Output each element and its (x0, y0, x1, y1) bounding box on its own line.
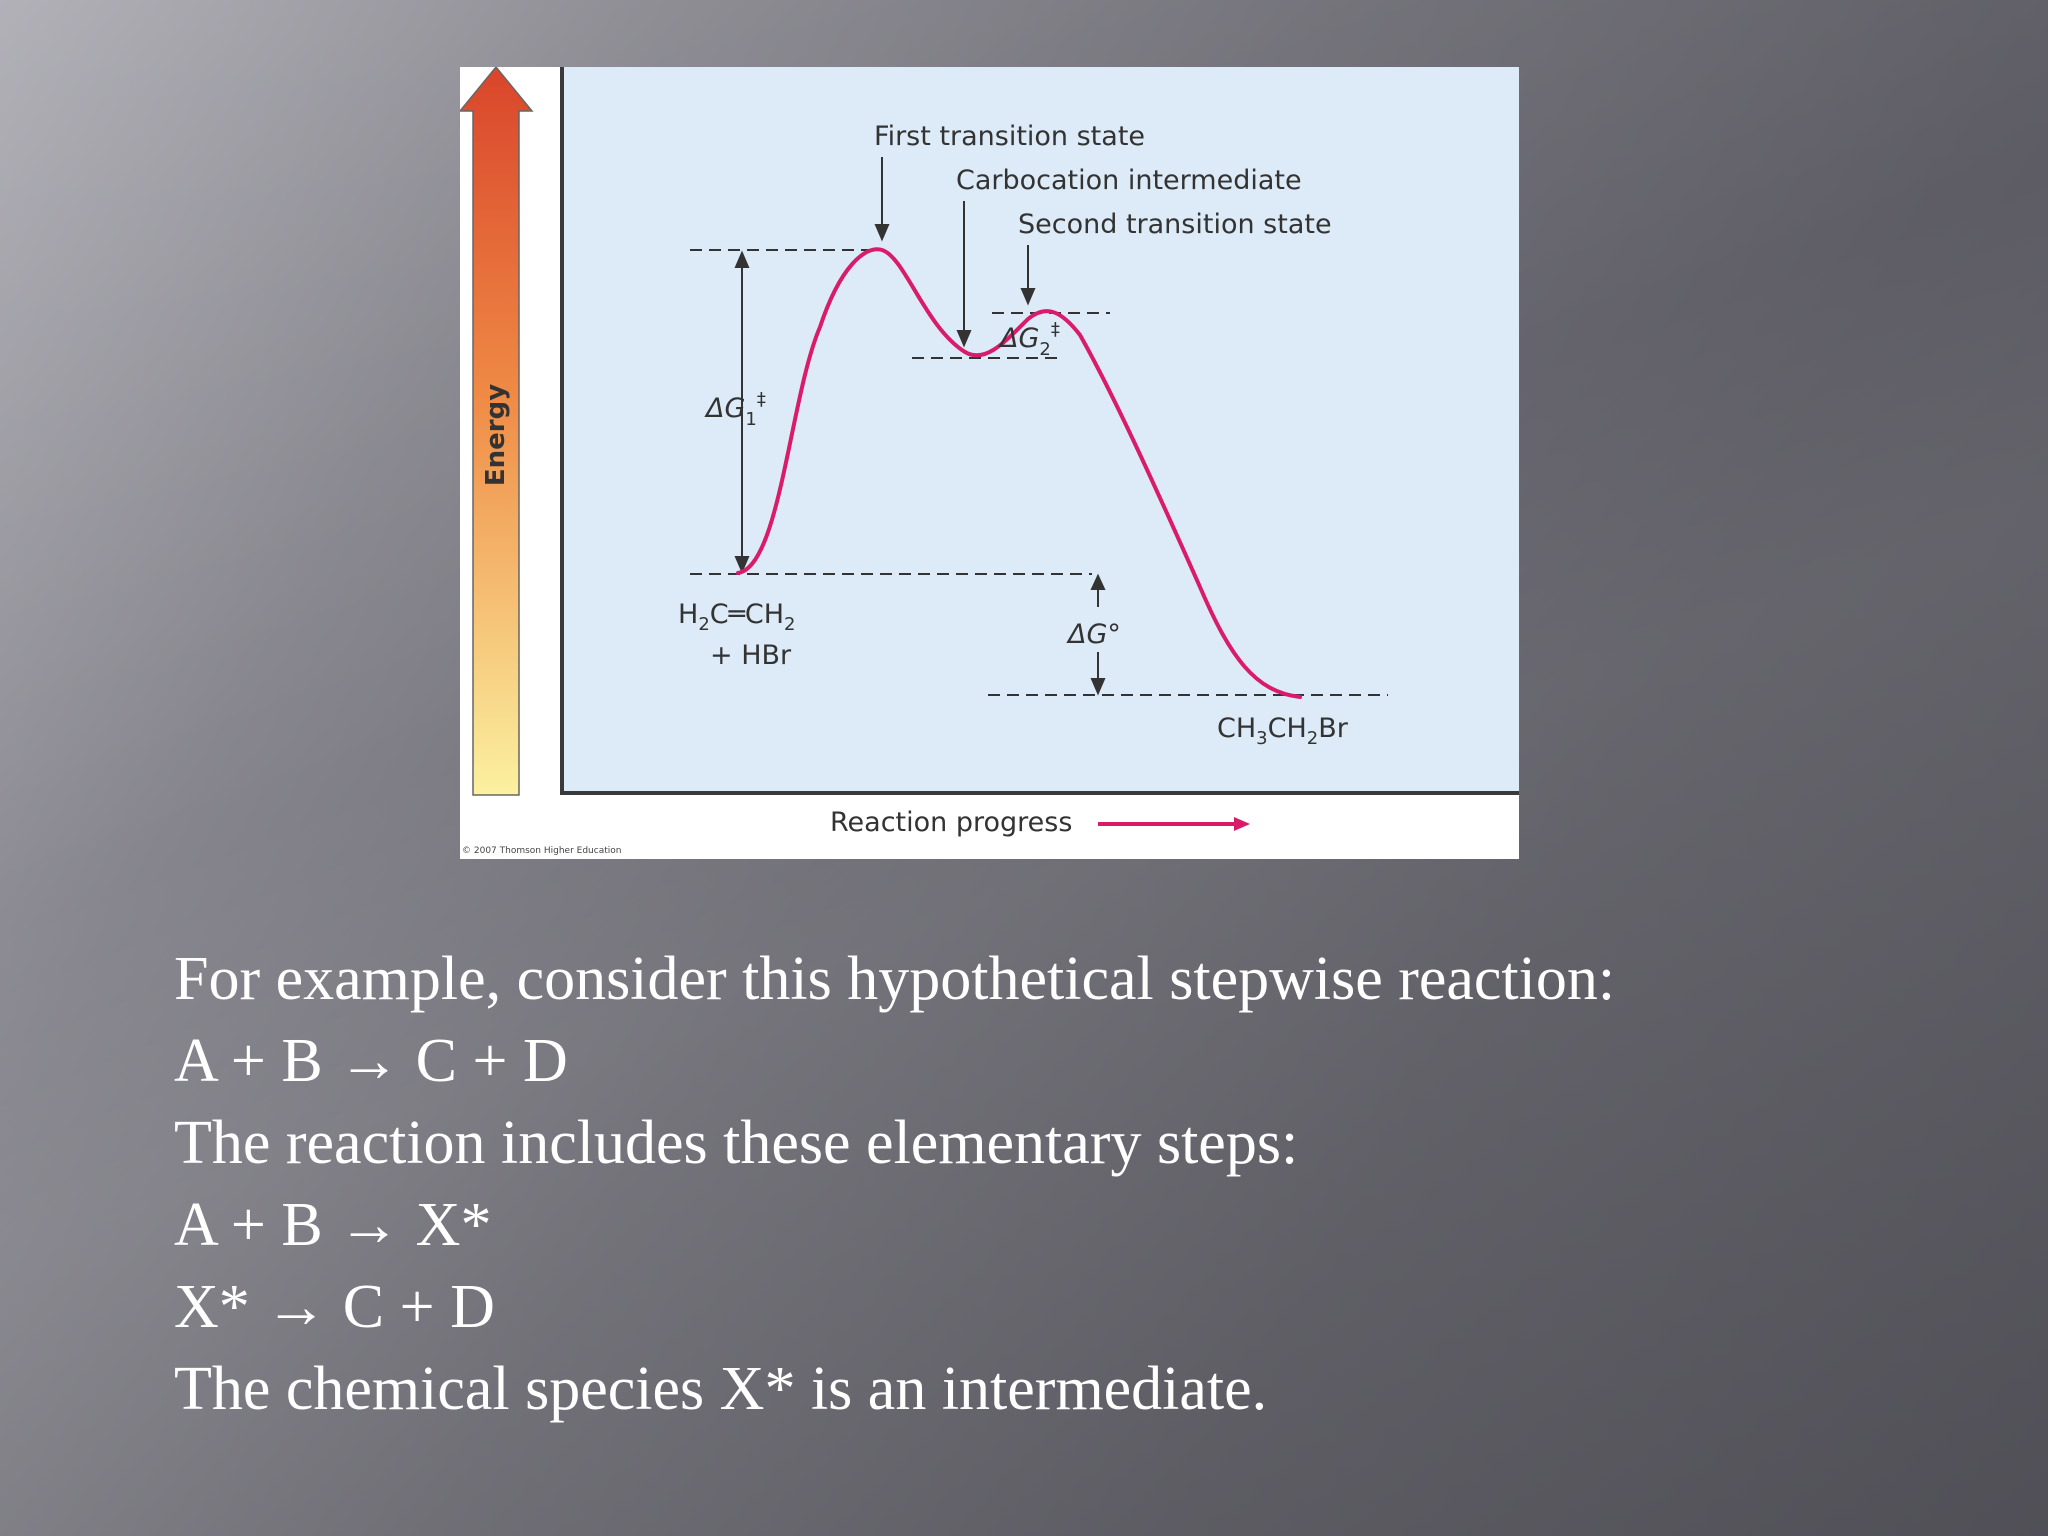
reactant-formula-line1: H2C═CH2 (678, 599, 795, 635)
dg1-arrow-head-up (734, 250, 750, 268)
dg1-label: ΔG1‡ (704, 389, 766, 430)
first-ts-label: First transition state (874, 121, 1145, 152)
energy-diagram-svg: Energy (460, 67, 1519, 856)
dg0-arrow-head-up (1090, 573, 1106, 590)
reaction-progress-arrow-head (1234, 817, 1250, 831)
second-ts-pointer-head (1020, 288, 1036, 306)
reactant-formula-line2: + HBr (710, 640, 792, 671)
carbocation-pointer-head (956, 330, 972, 348)
energy-axis-label: Energy (481, 384, 511, 486)
caption-text: For example, consider this hypothetical … (174, 938, 2014, 1430)
carbocation-label: Carbocation intermediate (956, 165, 1302, 196)
copyright-note: © 2007 Thomson Higher Education (462, 846, 621, 856)
dg0-arrow-head-down (1090, 678, 1106, 696)
first-ts-pointer-head (874, 224, 890, 242)
caption-line-overall-reaction: A + B → C + D (174, 1027, 568, 1095)
energy-arrow (460, 67, 534, 796)
dg1-arrow-head-down (734, 556, 750, 574)
caption-line-conclusion: The chemical species X* is an intermedia… (174, 1355, 1268, 1423)
reaction-progress-label: Reaction progress (830, 807, 1072, 838)
product-formula: CH3CH2Br (1217, 713, 1349, 749)
reaction-curve (736, 247, 1302, 699)
caption-line-intro: For example, consider this hypothetical … (174, 945, 1616, 1013)
caption-line-steps-intro: The reaction includes these elementary s… (174, 1109, 1299, 1177)
dg0-label: ΔG° (1066, 619, 1121, 650)
caption-line-step-1: A + B → X* (174, 1191, 492, 1259)
dg2-label: ΔG2‡ (998, 319, 1060, 360)
second-ts-label: Second transition state (1018, 209, 1332, 240)
caption-line-step-2: X* → C + D (174, 1273, 495, 1341)
plot-panel (562, 67, 1519, 792)
energy-diagram: Energy (460, 67, 1519, 859)
